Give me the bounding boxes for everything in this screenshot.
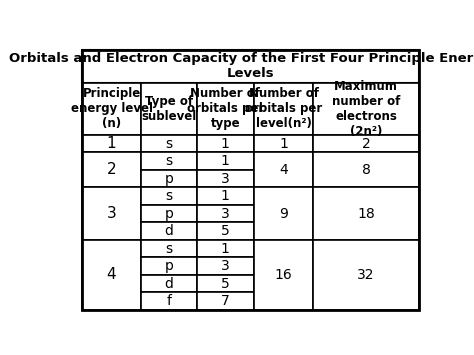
Text: 3: 3 (107, 206, 117, 221)
Text: p: p (164, 259, 173, 273)
Text: Principle
energy level
(n): Principle energy level (n) (71, 87, 153, 130)
Text: 3: 3 (221, 259, 230, 273)
Text: 5: 5 (221, 224, 230, 238)
Text: 4: 4 (107, 267, 116, 282)
Bar (197, 170, 254, 187)
Text: 16: 16 (274, 268, 292, 282)
Bar (197, 222, 254, 240)
Bar (197, 135, 254, 153)
Bar (141, 257, 197, 275)
Text: 1: 1 (221, 242, 230, 256)
Bar (313, 153, 419, 187)
Text: d: d (164, 224, 173, 238)
Bar (313, 135, 419, 153)
Text: p: p (164, 172, 173, 186)
Text: 1: 1 (221, 137, 230, 151)
Bar (141, 205, 197, 222)
Bar (82, 240, 141, 310)
Text: 8: 8 (362, 163, 371, 177)
Bar (141, 83, 197, 135)
Bar (197, 83, 254, 135)
Bar (254, 153, 313, 187)
Text: 2: 2 (107, 163, 116, 178)
Text: 1: 1 (279, 137, 288, 151)
Text: 3: 3 (221, 172, 230, 186)
Bar (141, 170, 197, 187)
Bar (141, 222, 197, 240)
Text: s: s (165, 154, 173, 168)
Text: f: f (166, 294, 171, 308)
Bar (197, 275, 254, 292)
Bar (197, 292, 254, 310)
Bar (141, 292, 197, 310)
Bar (82, 135, 141, 153)
Text: Maximum
number of
electrons
(2n²): Maximum number of electrons (2n²) (332, 80, 401, 138)
Text: 4: 4 (279, 163, 288, 177)
Text: 7: 7 (221, 294, 230, 308)
Text: 1: 1 (221, 154, 230, 168)
Bar (254, 240, 313, 310)
Bar (141, 187, 197, 205)
Bar (82, 187, 141, 240)
Bar (82, 153, 141, 187)
Bar (313, 240, 419, 310)
Text: 1: 1 (107, 136, 116, 151)
Text: 1: 1 (221, 189, 230, 203)
Bar (254, 187, 313, 240)
Text: 18: 18 (357, 207, 375, 221)
Bar (197, 240, 254, 257)
Bar (313, 187, 419, 240)
Text: 9: 9 (279, 207, 288, 221)
Bar (141, 135, 197, 153)
Text: 2: 2 (362, 137, 371, 151)
Bar (254, 135, 313, 153)
Text: s: s (165, 137, 173, 151)
Text: Orbitals and Electron Capacity of the First Four Principle Energy
Levels: Orbitals and Electron Capacity of the Fi… (9, 53, 474, 81)
Bar (141, 275, 197, 292)
Bar (82, 50, 419, 83)
Text: 32: 32 (357, 268, 375, 282)
Text: 5: 5 (221, 277, 230, 291)
Bar (82, 83, 141, 135)
Bar (197, 187, 254, 205)
Text: p: p (164, 207, 173, 221)
Text: Type of
sublevel: Type of sublevel (141, 95, 196, 123)
Text: Number of
orbitals per
type: Number of orbitals per type (187, 87, 264, 130)
Text: s: s (165, 189, 173, 203)
Text: Number of
orbitals per
level(n²): Number of orbitals per level(n²) (245, 87, 322, 130)
Text: s: s (165, 242, 173, 256)
Bar (197, 153, 254, 170)
Text: 3: 3 (221, 207, 230, 221)
Bar (141, 153, 197, 170)
Bar (197, 205, 254, 222)
Bar (141, 240, 197, 257)
Bar (197, 257, 254, 275)
Bar (254, 83, 313, 135)
Text: d: d (164, 277, 173, 291)
Bar (313, 83, 419, 135)
